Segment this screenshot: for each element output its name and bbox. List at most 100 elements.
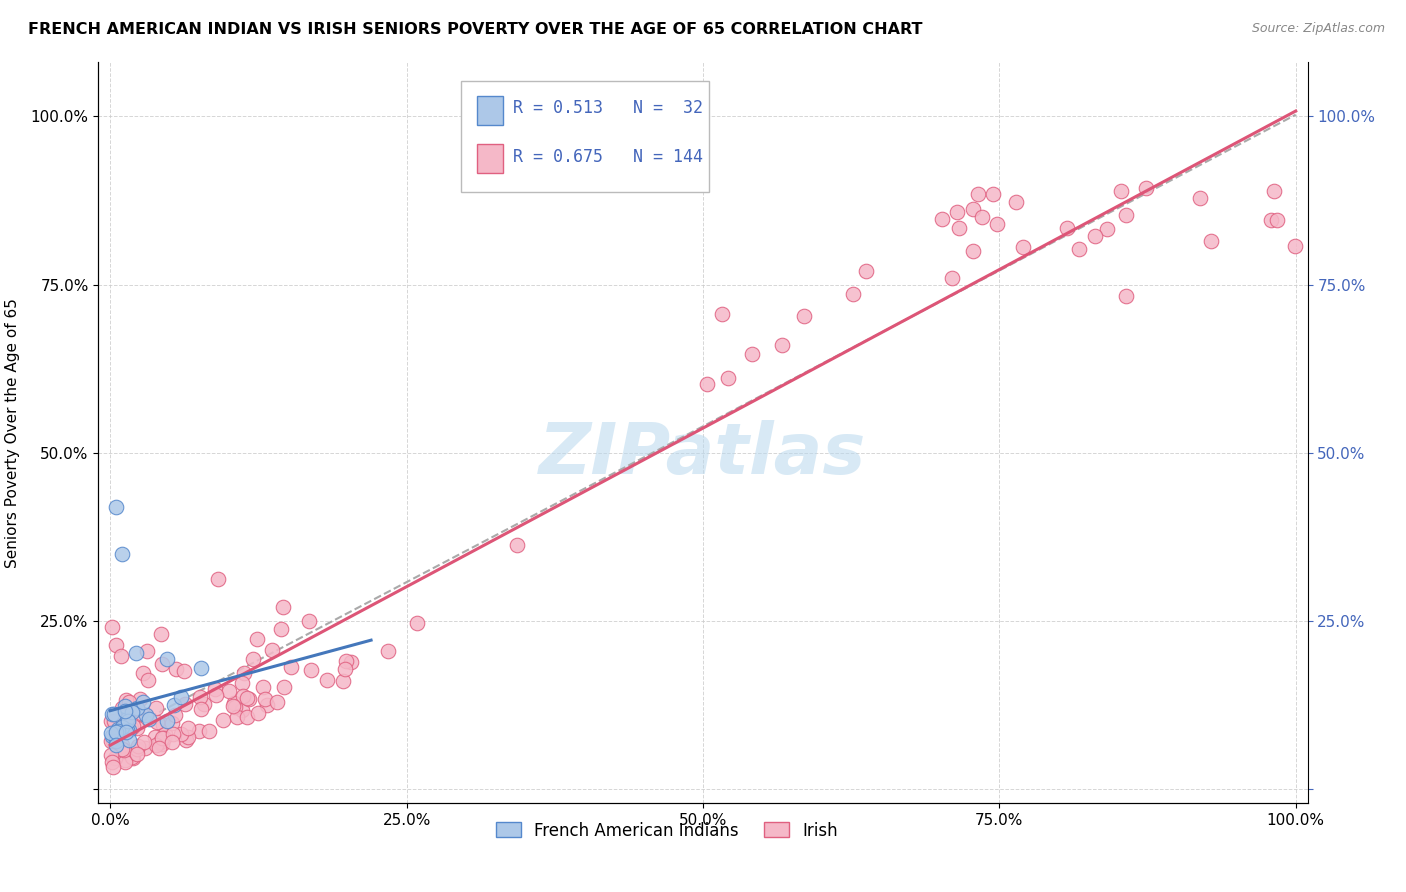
Point: [150, 731, 173, 745]
Point: [105, 724, 128, 739]
Point: [299, 663, 322, 677]
Point: [117, 723, 139, 738]
Point: [125, 742, 148, 756]
Point: [198, 723, 221, 738]
Point: [236, 691, 259, 706]
Point: [377, 644, 399, 658]
Point: [114, 709, 136, 723]
Point: [104, 730, 127, 744]
Point: [100, 714, 122, 728]
Point: [101, 619, 124, 633]
Point: [104, 738, 127, 752]
Point: [1115, 289, 1137, 303]
Point: [842, 287, 865, 301]
Point: [173, 697, 195, 711]
Point: [105, 500, 128, 514]
Point: [117, 714, 139, 728]
Point: [110, 648, 132, 663]
Point: [1260, 212, 1282, 227]
Point: [107, 723, 129, 738]
Point: [717, 371, 740, 385]
Point: [118, 733, 141, 747]
Point: [111, 700, 134, 714]
Point: [225, 710, 247, 724]
Legend: French American Indians, Irish: French American Indians, Irish: [489, 815, 845, 847]
Point: [340, 655, 363, 669]
Point: [170, 726, 193, 740]
Point: [132, 695, 155, 709]
Point: [111, 547, 134, 561]
Point: [115, 723, 138, 737]
Point: [103, 714, 125, 728]
Point: [224, 699, 246, 714]
Point: [170, 690, 193, 704]
Point: [160, 735, 183, 749]
Point: [145, 739, 167, 753]
Point: [931, 212, 953, 227]
Point: [127, 701, 149, 715]
Point: [121, 705, 143, 719]
Point: [163, 707, 186, 722]
Point: [100, 734, 122, 748]
Point: [112, 723, 135, 738]
Point: [101, 760, 124, 774]
Point: [101, 706, 124, 721]
Point: [218, 684, 240, 698]
Point: [204, 688, 226, 702]
Point: [156, 714, 179, 728]
Point: [114, 705, 136, 719]
Point: [1056, 220, 1078, 235]
Point: [193, 698, 215, 712]
Point: [162, 727, 184, 741]
Point: [981, 187, 1004, 202]
Point: [1135, 181, 1157, 195]
Point: [132, 735, 155, 749]
Point: [1005, 195, 1028, 210]
Point: [143, 730, 166, 744]
Point: [104, 751, 127, 765]
Point: [405, 615, 427, 630]
Point: [316, 673, 339, 687]
Point: [129, 692, 152, 706]
Point: [148, 740, 170, 755]
Point: [298, 614, 321, 628]
Point: [962, 202, 984, 217]
Point: [1011, 240, 1033, 254]
Point: [107, 723, 129, 737]
Point: [101, 756, 124, 770]
Point: [190, 661, 212, 675]
Point: [114, 693, 136, 707]
Point: [1201, 234, 1223, 248]
Point: [101, 731, 124, 746]
Point: [125, 702, 148, 716]
Point: [190, 702, 212, 716]
Point: [273, 680, 295, 694]
Point: [966, 186, 988, 201]
Point: [1284, 238, 1306, 252]
Point: [112, 721, 135, 735]
Point: [972, 210, 994, 224]
Point: [177, 731, 200, 745]
FancyBboxPatch shape: [477, 144, 503, 173]
Point: [246, 706, 269, 720]
Point: [254, 692, 277, 706]
Point: [132, 665, 155, 680]
Point: [1095, 222, 1118, 236]
Point: [105, 638, 128, 652]
Point: [855, 264, 877, 278]
Point: [111, 720, 134, 734]
FancyBboxPatch shape: [461, 81, 709, 192]
Point: [127, 747, 149, 762]
Point: [138, 712, 160, 726]
Point: [1189, 191, 1212, 205]
Point: [135, 708, 157, 723]
Point: [152, 718, 174, 732]
Point: [122, 719, 145, 733]
Point: [207, 572, 229, 586]
Point: [1067, 242, 1090, 256]
Y-axis label: Seniors Poverty Over the Age of 65: Seniors Poverty Over the Age of 65: [4, 298, 20, 567]
Point: [335, 654, 357, 668]
Point: [134, 741, 156, 756]
Point: [145, 700, 167, 714]
Point: [946, 204, 969, 219]
